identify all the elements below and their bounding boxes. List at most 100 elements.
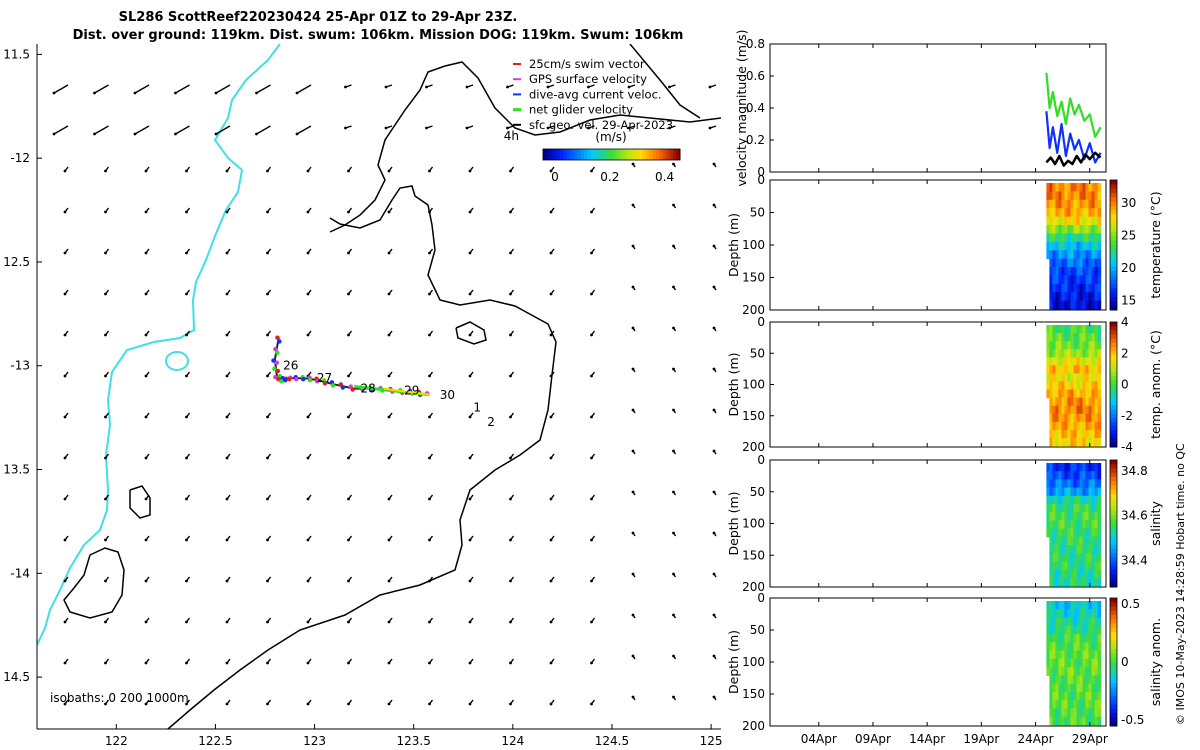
heatmap-cell [1058,267,1063,276]
geo-arrow-head [632,737,635,740]
heatmap-cell [1085,577,1090,587]
heatmap-cell [1046,208,1050,218]
heatmap-cell [1046,373,1050,383]
heatmap-cell [1070,421,1075,431]
geo-arrow-head [509,661,512,665]
heatmap-cell [1094,300,1099,310]
heatmap-cell [1061,528,1066,538]
heatmap-cell [1076,183,1081,192]
geo-arrow-head [712,613,716,617]
heatmap-cell [1049,225,1054,234]
colorbar-cell [659,149,664,160]
heatmap-cell [1073,405,1078,415]
colorbar-cell [1110,574,1117,580]
heatmap-cell [1061,389,1066,399]
heatmap-cell [1091,553,1096,562]
colorbar-cell [1110,206,1117,211]
geo-arrow-head [590,661,593,665]
heatmap-cell [1094,199,1099,209]
heatmap-cell [1079,437,1084,447]
heatmap-cell [1052,405,1057,415]
geo-arrow-head [347,620,350,624]
heatmap-cell [1067,333,1072,342]
heatmap-cell [1049,691,1054,701]
heatmap-cell [1085,300,1090,310]
heatmap-cell [1085,283,1090,293]
heatmap-cell [1085,216,1090,226]
heatmap-cell [1085,479,1090,489]
heatmap-cell [1055,667,1060,676]
geo-arrow-head [347,374,350,378]
heatmap-cell [1070,495,1075,505]
heatmap-cell [1055,650,1060,660]
track-marker [350,387,355,392]
colorbar-cell [1110,627,1117,633]
heatmap-cell [1085,561,1090,571]
geo-arrow [268,741,271,745]
heatmap-cell [1067,569,1072,579]
heatmap-cell [1052,479,1057,489]
heatmap-cell [1079,577,1084,587]
heatmap-cell [1079,545,1084,554]
heatmap-cell [1055,683,1060,693]
heatmap-cell [1085,241,1090,251]
heatmap-cell [1088,421,1093,431]
heatmap-cell [1058,601,1063,610]
heatmap-cell [1058,545,1063,554]
heatmap-cell [1085,437,1090,447]
geo-arrow-head [549,292,553,296]
heatmap-cell [1067,625,1072,635]
heatmap-cell [1049,675,1054,685]
track-marker [275,350,280,356]
heatmap-cell [1052,528,1057,538]
geo-arrow [65,741,68,745]
colorbar-cell [1110,674,1117,680]
day-label: 26 [283,359,298,373]
geo-arrow-head [712,490,716,494]
heatmap-cell [1055,191,1060,201]
geo-arrow-head [428,292,431,296]
heatmap-cell [1058,333,1063,342]
heatmap-cell [1052,241,1057,251]
colorbar-cell [652,149,657,160]
heatmap-cell [1049,634,1054,643]
heatmap-cell [1076,601,1081,610]
geo-arrow-head [347,538,350,542]
heatmap-cell [1076,381,1081,391]
geo-arrow-head [387,661,391,665]
map-x-tick-label: 123.5 [397,734,431,748]
map-y-tick-label: 11.5 [3,47,30,61]
geo-arrow-head [428,538,431,542]
geo-arrow-head [712,531,716,535]
heatmap-cell [1052,675,1057,685]
heatmap-cell [1070,183,1075,192]
colorbar-cell [1110,430,1117,435]
heatmap-cell [1079,561,1084,571]
colorbar-cell [1110,666,1117,672]
geo-arrow-head [549,210,553,214]
heatmap-cell [1067,381,1072,391]
heatmap-cell [1061,283,1066,293]
heatmap-cell [1097,691,1102,701]
heatmap-cell [1073,495,1078,505]
geo-arrow-head [214,91,218,95]
recent-track-segment [383,387,430,396]
heatmap-cell [1082,601,1087,610]
heatmap-cell [1061,191,1066,201]
heatmap-cell [1046,250,1050,260]
colorbar-cell [1110,696,1117,701]
heatmap-cell [1064,561,1069,571]
heatmap-cell [1067,241,1072,251]
geo-arrow-head [306,251,310,255]
geo-arrow-head [185,579,188,583]
colorbar-cell [1110,548,1117,554]
heatmap-cell [1076,553,1081,562]
colorbar-cell [1110,253,1117,259]
geo-arrow-head [549,497,553,501]
heatmap-cell [1085,341,1090,350]
heatmap-cell [1055,275,1060,285]
colorbar-cell [656,149,660,160]
heatmap-cell [1094,349,1099,358]
heatmap-cell [1085,413,1090,423]
geo-arrow-head [144,251,148,255]
